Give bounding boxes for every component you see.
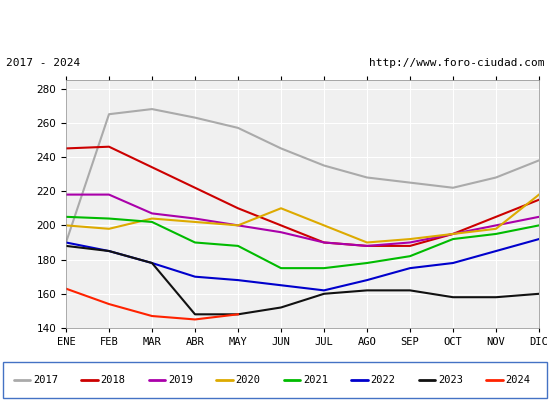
Text: 2023: 2023 <box>438 375 463 385</box>
Text: 2021: 2021 <box>303 375 328 385</box>
Text: 2019: 2019 <box>168 375 193 385</box>
FancyBboxPatch shape <box>3 362 547 398</box>
Text: 2024: 2024 <box>505 375 530 385</box>
Text: Evolucion del paro registrado en Arbo: Evolucion del paro registrado en Arbo <box>106 14 444 29</box>
Text: 2022: 2022 <box>370 375 395 385</box>
Text: http://www.foro-ciudad.com: http://www.foro-ciudad.com <box>369 58 544 68</box>
Text: 2020: 2020 <box>235 375 260 385</box>
Text: 2017 - 2024: 2017 - 2024 <box>6 58 80 68</box>
Text: 2017: 2017 <box>33 375 58 385</box>
Text: 2018: 2018 <box>101 375 125 385</box>
